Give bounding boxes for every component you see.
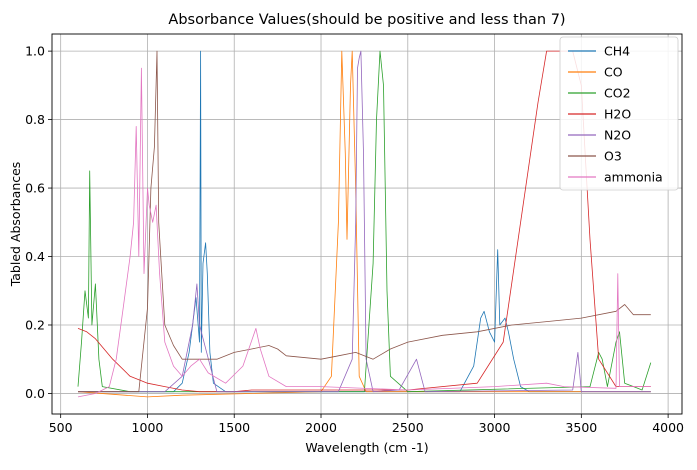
series-line-n2o (78, 50, 651, 393)
plot-frame (51, 33, 683, 415)
legend: CH4 CO CO2 H2O N2O O3 ammonia (559, 36, 679, 191)
x-tick-label: 500 (49, 420, 73, 435)
y-tick-label: 0.6 (25, 181, 45, 196)
x-axis-title: Wavelength (cm -1) (305, 440, 428, 455)
x-tick-label: 1000 (132, 420, 164, 435)
y-tick-label: 1.0 (25, 44, 45, 59)
x-tick-label: 3000 (479, 420, 511, 435)
legend-label: N2O (604, 128, 631, 143)
legend-label: CH4 (604, 44, 630, 59)
x-tick-label: 2500 (392, 420, 424, 435)
axis-ticks: 500 1000 1500 2000 2500 3000 3500 4000 0.0 0.2 0.4… (25, 44, 684, 435)
y-tick-label: 0.2 (25, 317, 45, 332)
x-tick-label: 3500 (565, 420, 597, 435)
series-line-ammonia (77, 67, 651, 398)
series-line-co (77, 50, 651, 398)
series-line-o3 (78, 50, 651, 393)
legend-label: O3 (604, 149, 622, 164)
x-tick-label: 1500 (218, 420, 250, 435)
legend-label: CO2 (604, 86, 631, 101)
y-tick-label: 0.0 (25, 386, 45, 401)
legend-label: H2O (604, 107, 631, 122)
chart-title: Absorbance Values(should be positive and… (168, 12, 565, 28)
y-tick-label: 0.8 (25, 112, 45, 127)
x-tick-label: 4000 (652, 420, 684, 435)
y-axis-title: Tabled Absorbances (8, 162, 23, 288)
legend-label: ammonia (604, 170, 663, 185)
y-tick-label: 0.4 (25, 249, 45, 264)
series-line-co2 (77, 50, 652, 393)
legend-box (559, 36, 679, 191)
x-tick-label: 2000 (305, 420, 337, 435)
legend-label: CO (604, 65, 623, 80)
plot-area (77, 50, 652, 398)
